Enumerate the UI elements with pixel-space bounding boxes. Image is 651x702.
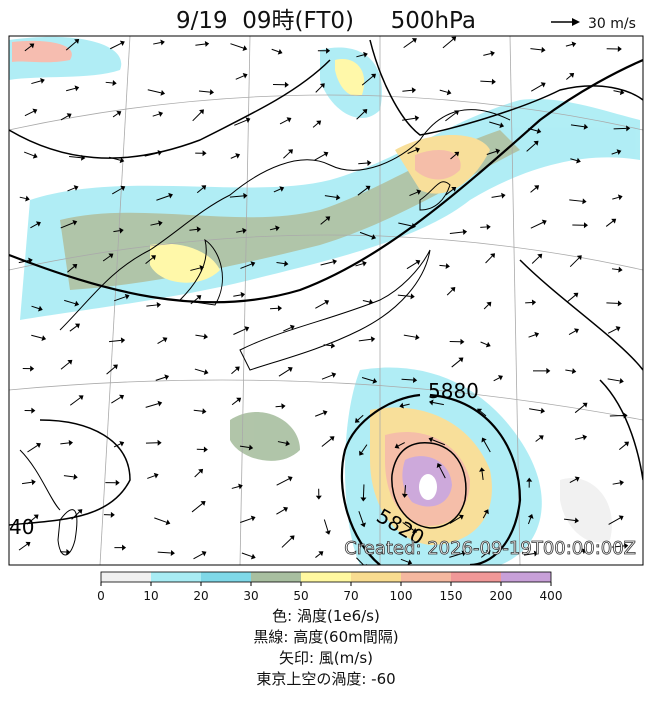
colorbar-swatch	[401, 572, 451, 582]
wind-arrow-shaft	[480, 81, 492, 82]
colorbar-tick-label: 30	[243, 589, 258, 603]
caption-line: 東京上空の渦度: -60	[256, 670, 395, 688]
colorbar-tick-label: 100	[390, 589, 413, 603]
wind-arrow-shaft	[606, 303, 618, 304]
colorbar-swatch	[301, 572, 351, 582]
scale-label: 30 m/s	[588, 16, 636, 32]
colorbar-tick-label: 50	[293, 589, 308, 603]
colorbar-swatch	[101, 572, 151, 582]
colorbar-swatch	[201, 572, 251, 582]
map: 5880 5820 40 Created: 2026-09-19T00:00:0…	[9, 36, 643, 569]
wind-arrow-shaft	[106, 82, 113, 83]
watermark: Created: 2026-09-19T00:00:00Z	[344, 538, 636, 559]
colorbar-swatch	[151, 572, 201, 582]
contour-label: 40	[9, 515, 34, 539]
colorbar-tick-label: 0	[97, 589, 105, 603]
scale-arrow-head	[572, 18, 580, 26]
colorbar-swatch	[351, 572, 401, 582]
contour-label: 5880	[428, 379, 479, 403]
title: 9/19 09時(FT0) 500hPa	[176, 8, 476, 34]
colorbar-swatch	[251, 572, 301, 582]
caption-line: 矢印: 風(m/s)	[279, 649, 373, 667]
caption-line: 色: 渦度(1e6/s)	[272, 607, 380, 625]
colorbar-tick-label: 10	[143, 589, 158, 603]
colorbar-tick-label: 20	[193, 589, 208, 603]
colorbar-tick-label: 70	[343, 589, 358, 603]
colorbar-swatch	[501, 572, 551, 582]
colorbar-tick-label: 150	[440, 589, 463, 603]
colorbar: 0 10 20 30 50 70 100 150 200 400	[97, 572, 562, 603]
caption-line: 黒線: 高度(60m間隔)	[253, 628, 398, 646]
colorbar-tick-label: 200	[490, 589, 513, 603]
colorbar-tick-label: 400	[540, 589, 563, 603]
colorbar-swatch	[451, 572, 501, 582]
wind-arrow-shaft	[276, 406, 282, 407]
wind-arrow-shaft	[363, 484, 364, 497]
wind-arrow-shaft	[439, 265, 445, 266]
